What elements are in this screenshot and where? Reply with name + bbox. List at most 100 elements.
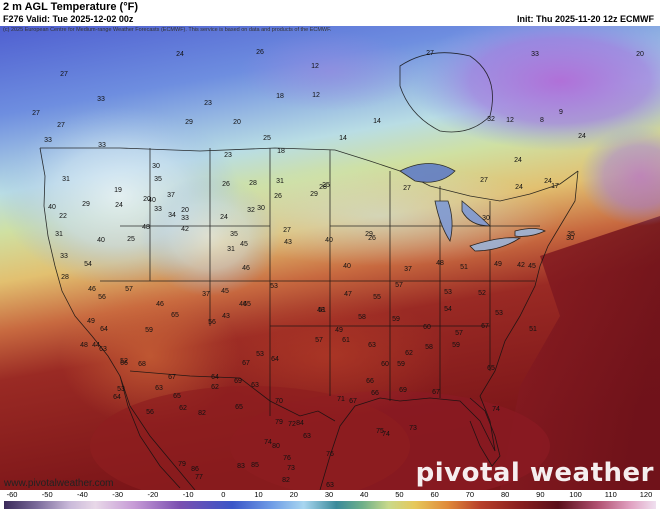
temperature-label: 29 <box>185 119 193 126</box>
temperature-label: 24 <box>544 178 552 185</box>
temperature-label: 57 <box>395 282 403 289</box>
temperature-label: 71 <box>337 396 345 403</box>
temperature-label: 43 <box>222 313 230 320</box>
temperature-label: 34 <box>168 212 176 219</box>
temperature-label: 28 <box>61 274 69 281</box>
temperature-label: 67 <box>242 360 250 367</box>
temperature-label: 60 <box>381 361 389 368</box>
temperature-label: 31 <box>62 176 70 183</box>
temperature-label: 47 <box>344 291 352 298</box>
temperature-label: 40 <box>148 197 156 204</box>
temperature-label: 54 <box>444 306 452 313</box>
temperature-label: 49 <box>335 327 343 334</box>
temperature-label: 20 <box>143 196 151 203</box>
temperature-label: 42 <box>181 226 189 233</box>
temperature-label: 28 <box>249 180 257 187</box>
colorbar-tick: 100 <box>569 490 582 499</box>
temperature-label: 48 <box>317 307 325 314</box>
temperature-label: 53 <box>444 289 452 296</box>
temperature-label: 19 <box>114 187 122 194</box>
temperature-label: 57 <box>455 330 463 337</box>
temperature-label: 64 <box>271 356 279 363</box>
temperature-label: 79 <box>275 419 283 426</box>
temperature-label: 84 <box>296 420 304 427</box>
temperature-label: 32 <box>247 207 255 214</box>
colorbar-tick: 80 <box>500 490 510 499</box>
temperature-label: 25 <box>127 236 135 243</box>
temperature-label: 26 <box>368 235 376 242</box>
colorbar-tick: 0 <box>221 490 226 499</box>
temperature-label: 58 <box>425 344 433 351</box>
temperature-label: 53 <box>256 351 264 358</box>
temperature-label: 30 <box>257 205 265 212</box>
temperature-label: 59 <box>145 327 153 334</box>
colorbar-tick: 90 <box>536 490 545 499</box>
temperature-label: 22 <box>59 213 67 220</box>
temperature-label: 51 <box>529 326 537 333</box>
colorbar-tick: -30 <box>112 490 124 499</box>
temperature-label: 52 <box>120 358 128 365</box>
temperature-label: 33 <box>44 137 52 144</box>
temperature-label: 64 <box>113 394 121 401</box>
website-link[interactable]: www.pivotalweather.com <box>4 478 114 489</box>
temperature-label: 40 <box>343 263 351 270</box>
temperature-label: 31 <box>227 246 235 253</box>
temperature-label: 58 <box>358 314 366 321</box>
colorbar-tick: 70 <box>465 490 475 499</box>
temperature-label: 70 <box>275 398 283 405</box>
temperature-label: 32 <box>487 116 495 123</box>
temperature-label: 53 <box>117 386 125 393</box>
colorbar-tick: 20 <box>289 490 298 499</box>
map-header: 2 m AGL Temperature (°F) F276 Valid: Tue… <box>0 0 660 26</box>
temperature-label: 33 <box>154 206 162 213</box>
temperature-label: 35 <box>567 231 575 238</box>
temperature-label: 24 <box>220 214 228 221</box>
temperature-label: 35 <box>154 176 162 183</box>
temperature-label: 51 <box>318 307 326 314</box>
temperature-label: 31 <box>276 178 284 185</box>
temperature-label: 40 <box>97 237 105 244</box>
temperature-label: 62 <box>211 384 219 391</box>
temperature-label: 46 <box>242 265 250 272</box>
map-title: 2 m AGL Temperature (°F) <box>3 1 138 13</box>
temperature-label: 86 <box>191 466 199 473</box>
temperature-label: 66 <box>120 360 128 367</box>
temperature-label: 69 <box>234 378 242 385</box>
temperature-label: 79 <box>178 461 186 468</box>
colorbar-tick: 120 <box>639 490 653 499</box>
temperature-label: 49 <box>87 318 95 325</box>
temperature-label: 40 <box>325 237 333 244</box>
temperature-label: 17 <box>551 183 559 190</box>
temperature-label: 49 <box>494 261 502 268</box>
temperature-label: 46 <box>239 301 247 308</box>
temperature-label: 56 <box>208 319 216 326</box>
temperature-label: 9 <box>559 109 563 116</box>
temperature-label: 56 <box>146 409 154 416</box>
temperature-label: 12 <box>312 92 320 99</box>
temperature-label: 37 <box>167 192 175 199</box>
temperature-label: 67 <box>481 323 489 330</box>
colorbar-ticks: -60 -50 -40 -30 -20 -10 0 10 20 30 40 50 60 70 80 90 100… <box>0 490 660 500</box>
temperature-label: 20 <box>233 119 241 126</box>
temperature-label: 42 <box>517 262 525 269</box>
temperature-label: 29 <box>365 231 373 238</box>
temperature-label: 77 <box>195 474 203 481</box>
colorbar-tick: -10 <box>182 490 194 499</box>
temperature-label: 37 <box>404 266 412 273</box>
temperature-label: 63 <box>99 346 107 353</box>
colorbar-tick: 60 <box>430 490 439 499</box>
temperature-label: 24 <box>115 202 123 209</box>
copyright-notice: (c) 2025 European Centre for Medium-rang… <box>3 27 332 33</box>
temperature-label: 65 <box>487 365 495 372</box>
temperature-label: 24 <box>515 184 523 191</box>
colorbar-tick: 40 <box>360 490 369 499</box>
temperature-label: 73 <box>409 425 417 432</box>
temperature-label: 24 <box>176 51 184 58</box>
temperature-label: 25 <box>322 182 330 189</box>
temperature-label: 52 <box>478 290 486 297</box>
temperature-label: 40 <box>48 204 56 211</box>
temperature-label: 60 <box>423 324 431 331</box>
temperature-label: 61 <box>342 337 350 344</box>
